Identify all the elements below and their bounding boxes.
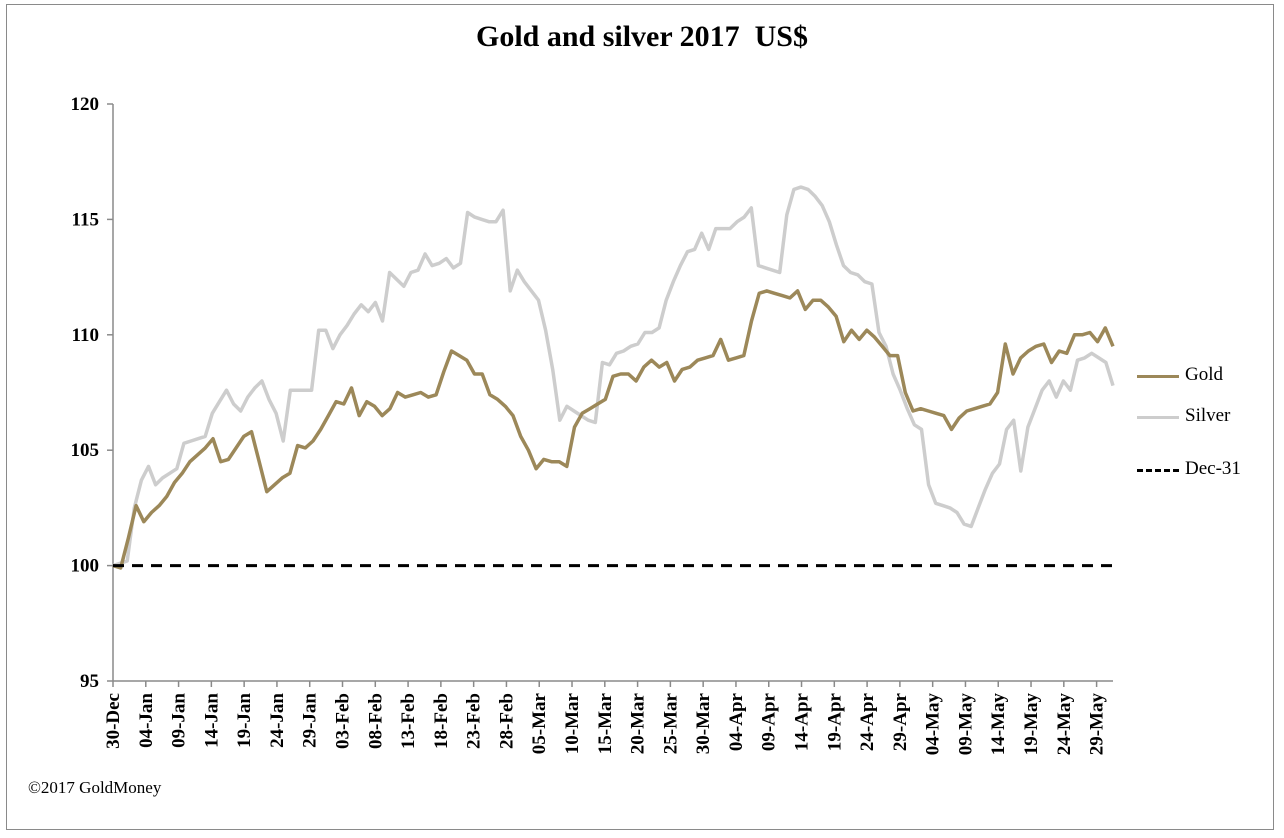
- x-tick-label: 23-Feb: [464, 693, 485, 749]
- y-tick-label: 105: [71, 440, 100, 461]
- copyright-note: ©2017 GoldMoney: [28, 778, 162, 797]
- x-tick-label: 18-Feb: [431, 693, 452, 749]
- x-tick-label: 14-Apr: [792, 692, 813, 751]
- legend-label-dec31: Dec-31: [1185, 458, 1241, 479]
- x-tick-label: 24-Apr: [857, 692, 878, 751]
- legend-item-dec31: Dec-31: [1137, 458, 1277, 482]
- legend-item-silver: Silver: [1137, 405, 1277, 429]
- x-tick-label: 10-Mar: [562, 692, 583, 754]
- x-tick-label: 15-Mar: [595, 692, 616, 754]
- x-tick-label: 28-Feb: [496, 693, 517, 749]
- x-tick-label: 14-May: [988, 693, 1009, 756]
- chart-frame: [6, 4, 1274, 830]
- x-tick-label: 05-Mar: [529, 692, 550, 754]
- x-tick-label: 03-Feb: [333, 693, 354, 749]
- y-tick-label: 120: [71, 94, 100, 115]
- x-tick-label: 04-Jan: [136, 693, 157, 748]
- series-line-gold: [112, 289, 1115, 570]
- x-tick-label: 09-Jan: [169, 693, 190, 748]
- legend-swatch-dec31: [1137, 469, 1179, 472]
- x-tick-label: 04-Apr: [726, 692, 747, 751]
- legend-swatch-silver: [1137, 416, 1179, 419]
- y-tick-label: 100: [71, 556, 100, 577]
- x-tick-label: 30-Mar: [693, 692, 714, 754]
- x-tick-label: 20-Mar: [628, 692, 649, 754]
- y-tick-label: 110: [72, 325, 99, 346]
- x-tick-label: 30-Dec: [103, 693, 124, 749]
- legend-swatch-gold: [1137, 375, 1179, 378]
- y-tick-label: 95: [80, 671, 99, 692]
- x-tick-label: 13-Feb: [398, 693, 419, 749]
- x-tick-label: 19-May: [1021, 693, 1042, 756]
- x-tick-label: 24-Jan: [267, 693, 288, 748]
- x-tick-label: 24-May: [1054, 693, 1075, 756]
- x-tick-label: 09-Apr: [759, 692, 780, 751]
- y-tick-label: 115: [72, 209, 99, 230]
- x-tick-label: 14-Jan: [201, 693, 222, 748]
- x-tick-label: 29-Jan: [300, 693, 321, 748]
- legend-item-gold: Gold: [1137, 364, 1277, 388]
- chart-title: Gold and silver 2017 US$: [475, 20, 808, 53]
- x-tick-label: 08-Feb: [365, 693, 386, 749]
- legend-label-silver: Silver: [1185, 405, 1231, 426]
- x-tick-label: 25-Mar: [660, 692, 681, 754]
- legend-label-gold: Gold: [1185, 364, 1223, 385]
- x-tick-label: 09-May: [955, 693, 976, 756]
- x-tick-label: 29-Apr: [890, 692, 911, 751]
- x-tick-label: 29-May: [1087, 693, 1108, 756]
- x-tick-label: 19-Apr: [824, 692, 845, 751]
- x-tick-label: 19-Jan: [234, 693, 255, 748]
- x-tick-label: 04-May: [923, 693, 944, 756]
- series-line-silver: [112, 185, 1115, 568]
